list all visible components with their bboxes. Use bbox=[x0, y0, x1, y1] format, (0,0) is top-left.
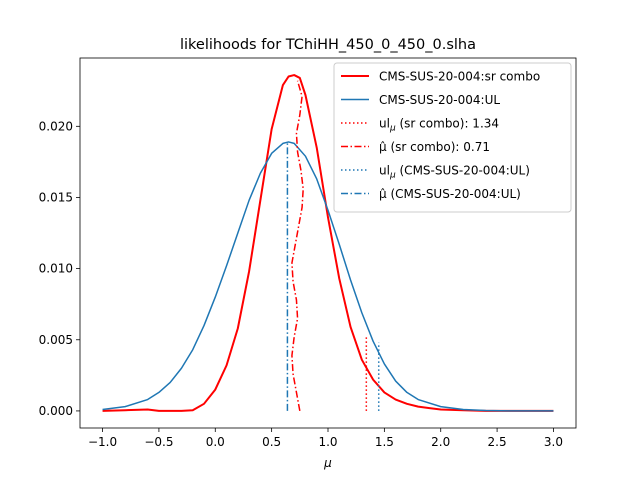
series-line-1 bbox=[102, 141, 554, 412]
x-tick-label: 1.0 bbox=[318, 435, 337, 449]
legend-label: ulμ (sr combo): 1.34 bbox=[379, 117, 499, 134]
legend-label-main: μ̂ bbox=[379, 140, 387, 154]
axes-frame bbox=[79, 57, 577, 429]
legend-label-main: ul bbox=[379, 117, 390, 131]
legend-box bbox=[333, 62, 572, 213]
x-tick-label: −1.0 bbox=[88, 435, 117, 449]
chart-title: likelihoods for TChiHH_450_0_450_0.slha bbox=[180, 37, 476, 53]
legend-label-rest: (sr combo): 0.71 bbox=[387, 140, 490, 154]
x-tick-label: 2.0 bbox=[431, 435, 450, 449]
y-tick-label: 0.010 bbox=[39, 262, 73, 276]
plot-area bbox=[102, 74, 554, 412]
x-tick-label: −0.5 bbox=[144, 435, 173, 449]
legend-label-subscript: μ bbox=[389, 124, 396, 134]
legend-label-rest: (sr combo): 1.34 bbox=[396, 117, 499, 131]
x-tick-label: 2.5 bbox=[488, 435, 507, 449]
y-tick-label: 0.005 bbox=[39, 333, 73, 347]
legend-label: CMS-SUS-20-004:sr combo bbox=[379, 70, 540, 84]
legend-label-rest: (CMS-SUS-20-004:UL) bbox=[396, 164, 530, 178]
series-line-0 bbox=[102, 74, 554, 412]
x-axis-label: μ bbox=[323, 456, 332, 470]
x-tick-label: 3.0 bbox=[544, 435, 563, 449]
y-tick-label: 0.020 bbox=[39, 119, 73, 133]
x-tick-label: 0.5 bbox=[262, 435, 281, 449]
legend-label-rest: (CMS-SUS-20-004:UL) bbox=[387, 187, 521, 201]
x-tick-label: 0.0 bbox=[206, 435, 225, 449]
legend-label: ulμ (CMS-SUS-20-004:UL) bbox=[379, 164, 530, 181]
profile-curve-0 bbox=[291, 80, 304, 412]
legend-label-main: μ̂ bbox=[379, 187, 387, 201]
legend-label: CMS-SUS-20-004:UL bbox=[379, 93, 500, 107]
legend-label-subscript: μ bbox=[389, 171, 396, 181]
legend: CMS-SUS-20-004:sr combo CMS-SUS-20-004:UL… bbox=[333, 62, 572, 213]
axis-ticks: −1.0 −0.5 0.0 0.5 1.0 1.5 2.0 2.5 3.0 0.000 0.005 0… bbox=[39, 119, 563, 449]
legend-label: μ̂ (sr combo): 0.71 bbox=[379, 140, 490, 154]
y-tick-label: 0.015 bbox=[39, 190, 73, 204]
legend-label: μ̂ (CMS-SUS-20-004:UL) bbox=[379, 187, 521, 201]
x-tick-label: 1.5 bbox=[375, 435, 394, 449]
y-tick-label: 0.000 bbox=[39, 404, 73, 418]
legend-label-main: ul bbox=[379, 164, 390, 178]
